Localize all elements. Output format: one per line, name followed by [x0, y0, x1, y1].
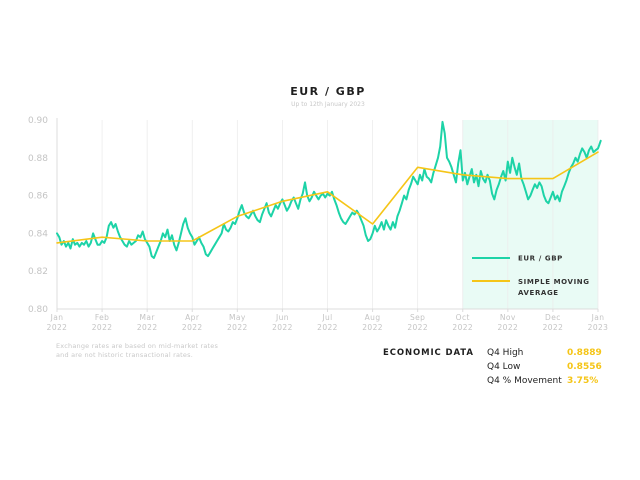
x-tick-month: Nov [500, 313, 516, 322]
economic-label: Q4 High [487, 348, 524, 358]
x-tick-month: Dec [545, 313, 561, 322]
legend-label-moving-average-2: AVERAGE [518, 289, 559, 297]
eur-gbp-line [56, 120, 602, 259]
x-tick-year: 2022 [452, 323, 473, 332]
x-tick-month: Oct [456, 313, 470, 322]
y-tick-label: 0.86 [28, 192, 48, 202]
y-tick-label: 0.80 [28, 305, 48, 315]
disclaimer-note: Exchange rates are based on mid-market r… [56, 342, 256, 360]
legend-label-eur-gbp: EUR / GBP [518, 255, 563, 263]
q4-highlight-band [462, 120, 598, 309]
legend-label-moving-average: SIMPLE MOVING [518, 278, 590, 286]
x-tick-month: Sep [410, 313, 425, 322]
x-tick-month: Feb [95, 313, 109, 322]
x-tick-year: 2022 [272, 323, 293, 332]
x-tick-year: 2022 [47, 323, 68, 332]
economic-value: 3.75% [567, 376, 599, 386]
x-tick-month: May [229, 313, 246, 322]
x-tick-year: 2022 [362, 323, 383, 332]
x-tick-year: 2022 [543, 323, 564, 332]
economic-row-q4-movement: Q4 % Movement 3.75% [487, 376, 598, 386]
chart-subtitle: Up to 12th January 2023 [291, 101, 365, 108]
x-tick-month: Mar [139, 313, 155, 322]
x-tick-year: 2022 [497, 323, 518, 332]
x-tick-month: Jun [275, 313, 289, 322]
x-tick-year: 2022 [317, 323, 338, 332]
x-tick-year: 2022 [407, 323, 428, 332]
y-tick-label: 0.84 [28, 229, 48, 239]
disclaimer-line-1: Exchange rates are based on mid-market r… [56, 342, 219, 350]
economic-value: 0.8889 [567, 348, 602, 358]
x-tick-month: Jan [591, 313, 605, 322]
x-tick-year: 2022 [137, 323, 158, 332]
economic-label: Q4 % Movement [487, 376, 562, 386]
disclaimer-line-2: and are not historic transactional rates… [56, 351, 193, 359]
economic-row-q4-high: Q4 High 0.8889 [487, 348, 602, 358]
economic-data-title: ECONOMIC DATA [383, 348, 474, 358]
economic-label: Q4 Low [487, 362, 521, 372]
moving-average-line [56, 151, 599, 244]
legend: EUR / GBP SIMPLE MOVING AVERAGE [472, 255, 590, 297]
x-tick-year: 2022 [182, 323, 203, 332]
x-tick-month: Apr [185, 313, 200, 322]
y-tick-label: 0.82 [28, 267, 48, 277]
x-tick-year: 2023 [588, 323, 609, 332]
x-tick-month: Jan [50, 313, 64, 322]
x-tick-year: 2022 [227, 323, 248, 332]
economic-value: 0.8556 [567, 362, 602, 372]
y-tick-label: 0.88 [28, 154, 48, 164]
x-tick-month: Jul [321, 313, 332, 322]
x-tick-year: 2022 [92, 323, 113, 332]
chart-title: EUR / GBP [290, 85, 366, 98]
x-tick-month: Aug [365, 313, 381, 322]
y-tick-label: 0.90 [28, 116, 48, 126]
economic-row-q4-low: Q4 Low 0.8556 [487, 362, 602, 372]
